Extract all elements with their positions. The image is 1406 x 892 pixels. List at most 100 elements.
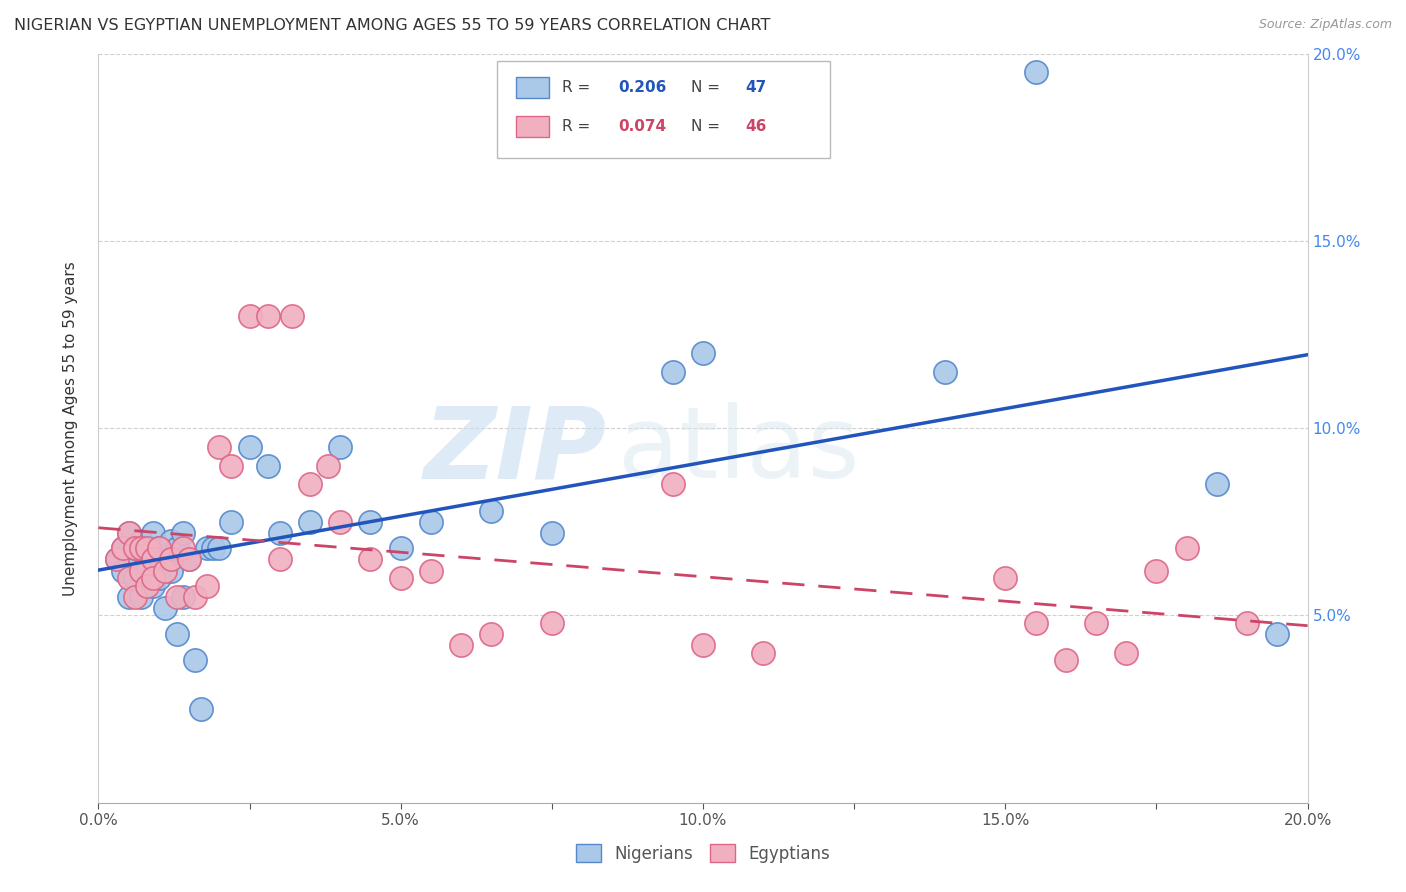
FancyBboxPatch shape: [516, 116, 550, 136]
Point: [540, 526, 562, 541]
Point: [111, 541, 134, 555]
Point: [1024, 65, 1046, 79]
Point: [661, 477, 683, 491]
Point: [105, 552, 128, 566]
Point: [1115, 646, 1137, 660]
Point: [111, 541, 134, 555]
Point: [135, 541, 157, 555]
Point: [184, 653, 207, 667]
Point: [118, 590, 141, 604]
Point: [481, 503, 503, 517]
Point: [129, 590, 152, 604]
Text: 0.206: 0.206: [619, 79, 666, 95]
Point: [239, 440, 262, 454]
Point: [540, 615, 562, 630]
Point: [256, 309, 278, 323]
Point: [299, 477, 322, 491]
Point: [692, 639, 714, 653]
Y-axis label: Unemployment Among Ages 55 to 59 years: Unemployment Among Ages 55 to 59 years: [63, 260, 77, 596]
Point: [172, 590, 194, 604]
Point: [148, 541, 170, 555]
Point: [172, 526, 194, 541]
Text: atlas: atlas: [619, 402, 860, 500]
Point: [1085, 615, 1108, 630]
Point: [195, 578, 218, 592]
Point: [994, 571, 1017, 585]
Point: [389, 571, 412, 585]
Text: ZIP: ZIP: [423, 402, 606, 500]
FancyBboxPatch shape: [498, 61, 830, 159]
Point: [166, 627, 188, 641]
Text: Source: ZipAtlas.com: Source: ZipAtlas.com: [1258, 18, 1392, 31]
Point: [661, 365, 683, 379]
Point: [269, 526, 291, 541]
Point: [142, 571, 165, 585]
Point: [129, 541, 152, 555]
Text: 47: 47: [745, 79, 766, 95]
Point: [118, 526, 141, 541]
Point: [481, 627, 503, 641]
Point: [160, 564, 183, 578]
Point: [179, 552, 201, 566]
Point: [135, 541, 157, 555]
Point: [202, 541, 225, 555]
Point: [195, 541, 218, 555]
FancyBboxPatch shape: [516, 77, 550, 98]
Text: N =: N =: [690, 79, 724, 95]
Text: NIGERIAN VS EGYPTIAN UNEMPLOYMENT AMONG AGES 55 TO 59 YEARS CORRELATION CHART: NIGERIAN VS EGYPTIAN UNEMPLOYMENT AMONG …: [14, 18, 770, 33]
Point: [1175, 541, 1198, 555]
Point: [142, 552, 165, 566]
Point: [1054, 653, 1077, 667]
Text: N =: N =: [690, 119, 724, 134]
Point: [281, 309, 304, 323]
Point: [316, 458, 339, 473]
Text: R =: R =: [561, 79, 595, 95]
Point: [111, 564, 134, 578]
Point: [329, 440, 352, 454]
Point: [184, 590, 207, 604]
Point: [148, 541, 170, 555]
Text: R =: R =: [561, 119, 595, 134]
Point: [1144, 564, 1167, 578]
Point: [221, 458, 243, 473]
Point: [124, 552, 146, 566]
Point: [135, 578, 157, 592]
Point: [160, 552, 183, 566]
Point: [179, 552, 201, 566]
Point: [105, 552, 128, 566]
Point: [208, 541, 231, 555]
Point: [450, 639, 472, 653]
Point: [166, 590, 188, 604]
Point: [239, 309, 262, 323]
Point: [1236, 615, 1258, 630]
Point: [148, 571, 170, 585]
Point: [129, 533, 152, 548]
Point: [256, 458, 278, 473]
Point: [166, 541, 188, 555]
Point: [142, 578, 165, 592]
Point: [692, 346, 714, 360]
Point: [190, 702, 212, 716]
Point: [124, 590, 146, 604]
Point: [360, 515, 382, 529]
Point: [1206, 477, 1229, 491]
Point: [420, 515, 443, 529]
Point: [118, 571, 141, 585]
Point: [124, 541, 146, 555]
Point: [360, 552, 382, 566]
Point: [118, 526, 141, 541]
Point: [208, 440, 231, 454]
Point: [142, 526, 165, 541]
Point: [934, 365, 956, 379]
Point: [1024, 615, 1046, 630]
Point: [124, 571, 146, 585]
Point: [129, 564, 152, 578]
Point: [153, 601, 176, 615]
Text: 46: 46: [745, 119, 766, 134]
Point: [153, 564, 176, 578]
Point: [172, 541, 194, 555]
Point: [299, 515, 322, 529]
Point: [221, 515, 243, 529]
Point: [124, 541, 146, 555]
Point: [752, 646, 775, 660]
